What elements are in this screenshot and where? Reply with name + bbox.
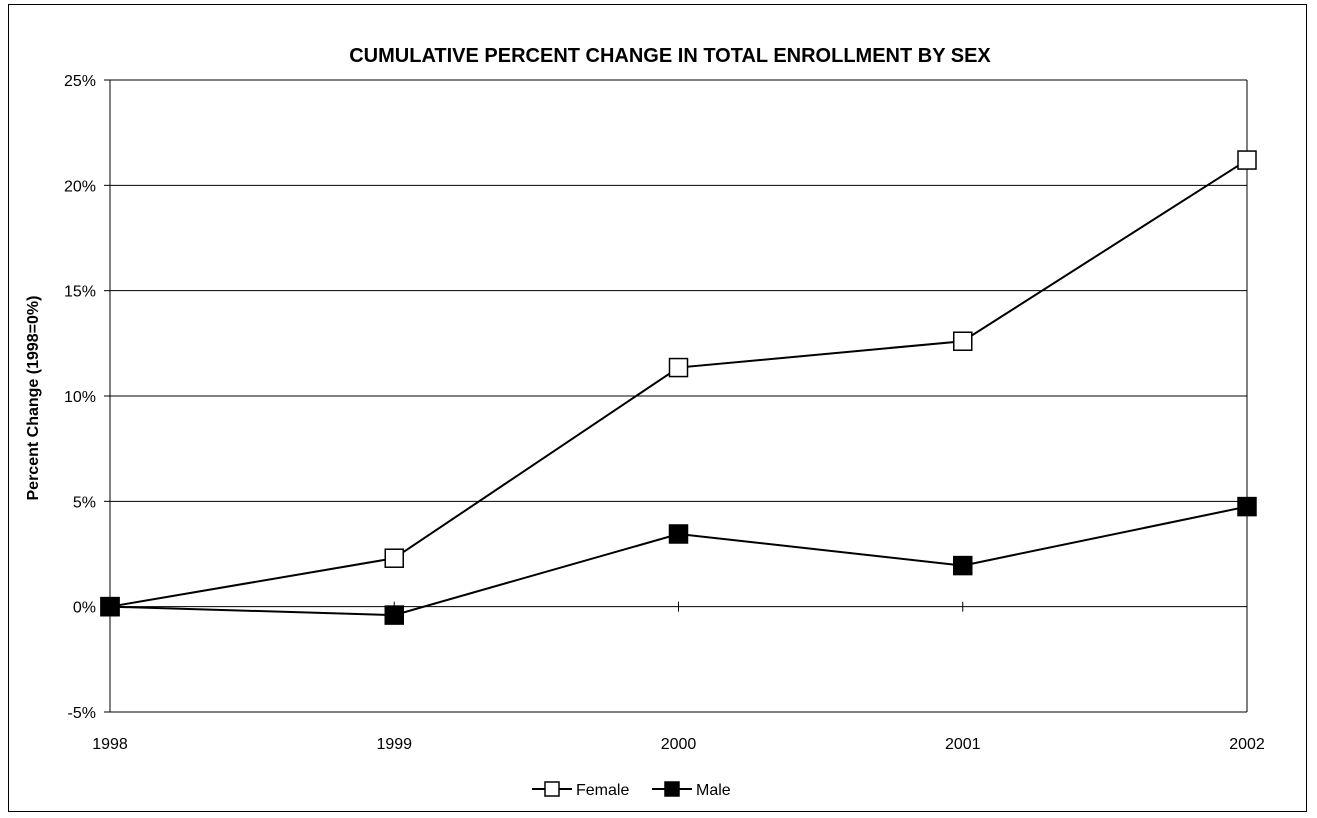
legend-item-male: Male [652,781,731,799]
data-point-male [100,596,120,617]
chart-title: CUMULATIVE PERCENT CHANGE IN TOTAL ENROL… [349,45,991,67]
x-tick-label: 1999 [376,736,412,753]
series-female [100,150,1257,617]
y-tick-label: 10% [64,389,96,406]
y-tick-label: 0% [73,600,96,617]
data-point-female [668,357,689,378]
series [100,150,1257,625]
data-point-male [953,555,973,576]
data-point-male [384,605,404,625]
gridlines [110,79,1247,713]
legend-label: Male [696,782,731,799]
x-tick-label: 2002 [1229,736,1265,753]
legend-marker [544,781,560,797]
chart-frame [8,4,1307,812]
series-male [100,496,1257,625]
y-tick-label: 15% [64,284,96,301]
x-tick-label: 1998 [92,736,128,753]
y-axis-label: Percent Change (1998=0%) [25,296,42,501]
data-point-male [668,524,689,544]
y-tick-label: -5% [68,705,96,722]
data-point-female [384,548,404,568]
legend: Female Male [532,781,731,799]
y-tick-label: 20% [64,178,96,195]
legend-label: Female [576,782,629,799]
data-point-female [1237,150,1257,170]
y-tick-labels: -5% 0% 5% 10% 15% 20% 25% [64,73,96,722]
data-point-female [953,331,973,351]
x-tick-label: 2001 [945,736,981,753]
legend-item-female: Female [532,781,629,799]
y-tick-label: 25% [64,73,96,90]
series-line-male [109,505,1248,617]
y-tick-label: 5% [73,494,96,511]
legend-marker [664,781,680,797]
data-point-male [1237,496,1257,517]
x-tick-labels: 1998 1999 2000 2001 2002 [92,736,1265,753]
x-tick-label: 2000 [661,736,697,753]
